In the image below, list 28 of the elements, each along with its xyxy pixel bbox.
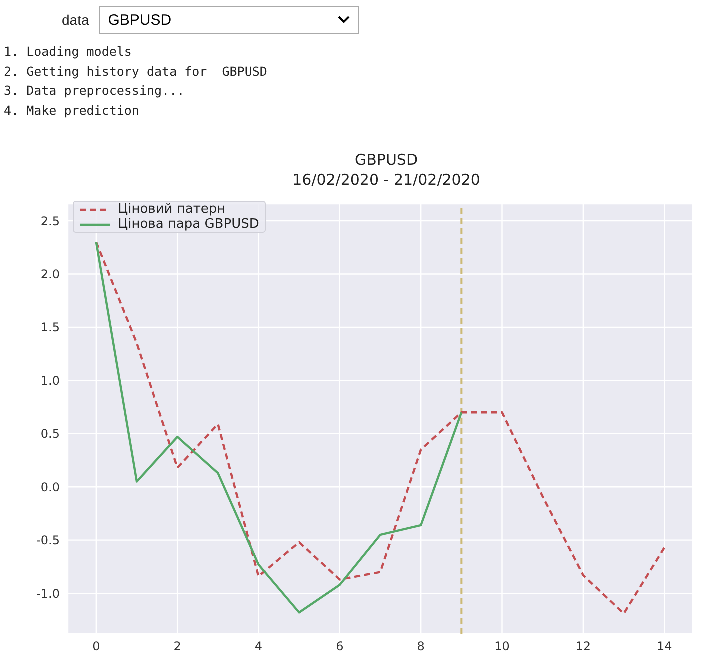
y-tick-label: 1.0: [40, 374, 60, 388]
x-tick-label: 14: [656, 640, 672, 654]
y-tick-label: -1.0: [36, 586, 60, 601]
text: 1. Loading models: [4, 43, 133, 61]
line-series: [95, 241, 666, 615]
x-tick-label: 2: [174, 640, 182, 654]
chart-title: GBPUSD: [354, 150, 419, 170]
y-tick-label: 2.0: [40, 268, 60, 282]
legend-label: Ціновий патерн: [118, 202, 226, 217]
text: 3. Data preprocessing...: [4, 82, 186, 100]
y-tick-label: 0.5: [40, 427, 60, 442]
dropdown-field: GBPUSD: [99, 6, 360, 34]
y-tick-label: 1.5: [40, 320, 60, 335]
text: 4. Make prediction: [4, 102, 140, 120]
y-tick-label: -0.5: [36, 534, 60, 548]
y-tick-label: 2.5: [40, 214, 60, 228]
text: data: [62, 12, 90, 28]
x-tick-label: 6: [336, 640, 344, 654]
chart-subtitle: 16/02/2020 - 21/02/2020: [292, 170, 482, 190]
x-tick-label: 10: [494, 640, 510, 654]
legend-label: Цінова пара GBPUSD: [118, 217, 260, 232]
y-tick-label: 0.0: [40, 480, 60, 494]
x-tick-label: 4: [254, 640, 263, 654]
line-series: [95, 241, 463, 614]
x-tick-label: 0: [92, 640, 100, 654]
x-tick-label: 12: [576, 640, 592, 654]
text: 2. Getting history data for GBPUSD: [4, 62, 268, 81]
x-tick-label: 8: [417, 640, 425, 654]
